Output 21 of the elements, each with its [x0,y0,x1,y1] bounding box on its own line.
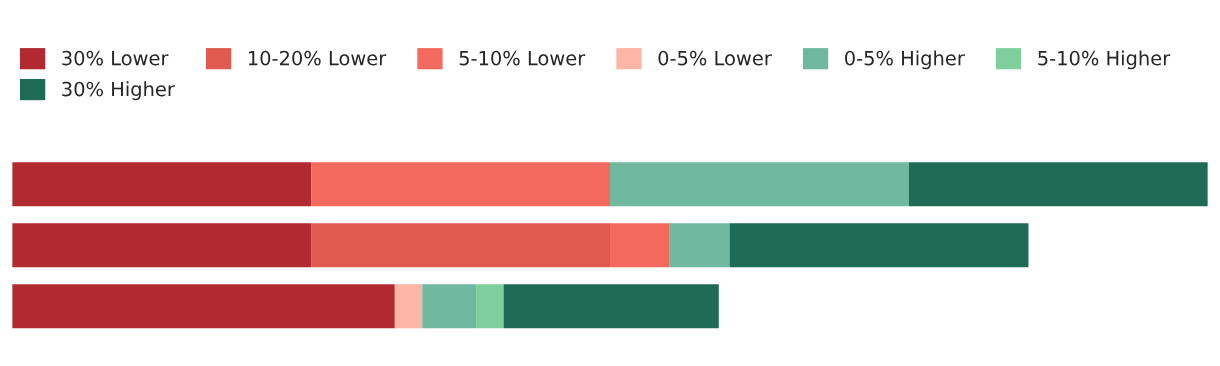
bar [908,162,1208,207]
bar [729,223,1029,268]
legend-label: 30% Higher [62,81,175,101]
legend-label: 5-10% Higher [1038,50,1171,70]
bar [12,284,395,329]
legend-label: 10-20% Lower [248,50,387,66]
bar [12,223,312,268]
bar [422,284,477,329]
legend-label: 30% Lower [62,50,169,66]
bar [311,162,610,207]
bar [12,162,312,207]
bar [669,223,730,268]
legend-label: 0-5% Higher [845,50,965,70]
bar [610,162,909,207]
legend-label: 5-10% Lower [459,50,586,66]
bar [476,284,504,329]
bar [503,284,719,329]
bar [610,223,670,268]
bar [394,284,423,329]
legend-label: 0-5% Lower [658,50,772,66]
bar [311,223,610,268]
